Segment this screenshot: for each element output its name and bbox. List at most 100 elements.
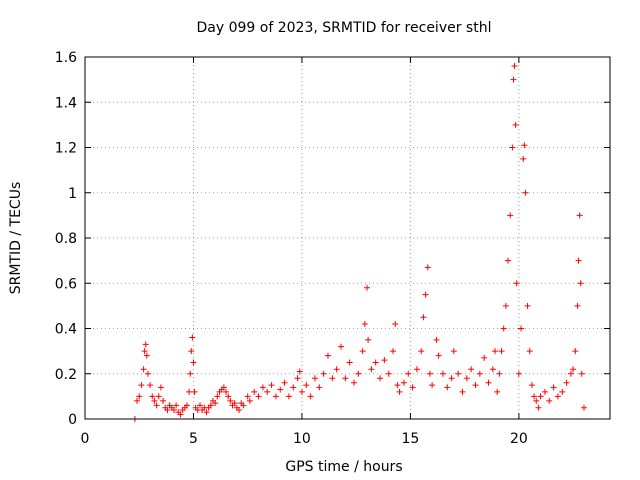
plot-frame — [84, 56, 611, 420]
data-point — [268, 382, 275, 389]
data-point — [392, 320, 399, 327]
data-point — [368, 366, 375, 373]
data-point — [155, 393, 162, 400]
data-point — [177, 411, 184, 418]
x-tick-label: 20 — [510, 431, 528, 447]
data-point — [225, 393, 232, 400]
data-point — [170, 406, 177, 413]
data-point — [303, 382, 310, 389]
data-point — [290, 384, 297, 391]
data-point — [390, 348, 397, 355]
data-point — [580, 404, 587, 411]
data-point — [136, 393, 143, 400]
data-point — [236, 406, 243, 413]
data-point — [333, 366, 340, 373]
data-point — [429, 382, 436, 389]
data-point — [439, 370, 446, 377]
data-point — [311, 375, 318, 382]
data-point — [196, 402, 203, 409]
data-point — [316, 384, 323, 391]
data-point — [405, 370, 412, 377]
data-point — [575, 257, 582, 264]
data-point — [190, 359, 197, 366]
data-point — [541, 388, 548, 395]
y-tick-label: 1.6 — [55, 50, 77, 66]
data-point — [277, 386, 284, 393]
data-point — [509, 144, 516, 151]
data-point — [409, 384, 416, 391]
data-point — [144, 370, 151, 377]
data-point — [476, 370, 483, 377]
data-point — [535, 404, 542, 411]
data-point — [355, 370, 362, 377]
data-point — [372, 359, 379, 366]
data-point — [485, 379, 492, 386]
data-point — [364, 284, 371, 291]
data-point — [183, 402, 190, 409]
data-point — [365, 336, 372, 343]
data-point — [505, 257, 512, 264]
data-point — [563, 379, 570, 386]
data-point — [396, 388, 403, 395]
data-point — [134, 397, 141, 404]
data-point — [512, 121, 519, 128]
data-point — [255, 393, 262, 400]
data-point — [259, 384, 266, 391]
data-point — [554, 393, 561, 400]
data-points — [131, 63, 587, 422]
data-point — [492, 348, 499, 355]
data-point — [526, 348, 533, 355]
data-point — [424, 264, 431, 271]
data-point — [511, 63, 518, 70]
data-point — [520, 155, 527, 162]
data-point — [294, 375, 301, 382]
data-point — [296, 368, 303, 375]
data-point — [537, 393, 544, 400]
data-point — [531, 393, 538, 400]
data-point — [468, 366, 475, 373]
data-point — [472, 382, 479, 389]
data-point — [413, 366, 420, 373]
data-point — [570, 366, 577, 373]
data-point — [394, 382, 401, 389]
data-point — [246, 397, 253, 404]
data-point — [450, 348, 457, 355]
data-point — [385, 370, 392, 377]
data-point — [444, 384, 451, 391]
data-point — [521, 142, 528, 149]
data-point — [157, 384, 164, 391]
data-point — [496, 370, 503, 377]
data-point — [342, 375, 349, 382]
data-point — [337, 343, 344, 350]
data-point — [164, 406, 171, 413]
x-tick-label: 0 — [81, 431, 90, 447]
data-point — [351, 379, 358, 386]
data-point — [244, 393, 251, 400]
data-point — [361, 320, 368, 327]
data-point — [240, 402, 247, 409]
y-tick-label: 0.8 — [55, 231, 77, 247]
data-point — [528, 382, 535, 389]
data-point — [500, 325, 507, 332]
data-point — [572, 348, 579, 355]
data-point — [381, 357, 388, 364]
data-point — [231, 400, 238, 407]
data-point — [448, 375, 455, 382]
ticks: 0 0.2 0.4 0.6 0.8 1 1.2 1.4 1.6 0 5 10 15 20 — [55, 50, 610, 447]
data-point — [574, 302, 581, 309]
data-point — [346, 359, 353, 366]
data-point — [567, 370, 574, 377]
data-point — [186, 388, 193, 395]
y-tick-label: 0.6 — [55, 276, 77, 292]
data-point — [426, 370, 433, 377]
data-point — [513, 280, 520, 287]
data-point — [510, 76, 517, 83]
x-tick-label: 15 — [401, 431, 419, 447]
data-point — [494, 388, 501, 395]
data-point — [459, 388, 466, 395]
data-point — [420, 314, 427, 321]
data-point — [481, 354, 488, 361]
data-point — [173, 402, 180, 409]
data-point — [149, 393, 156, 400]
